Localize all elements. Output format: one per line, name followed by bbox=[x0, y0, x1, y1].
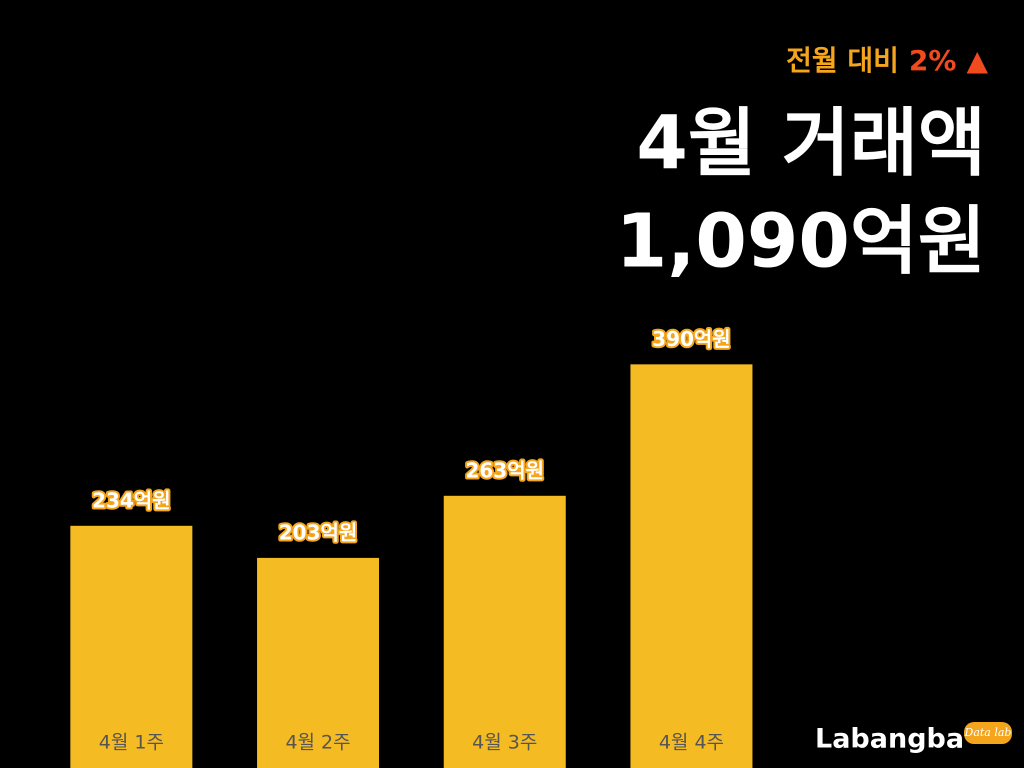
chart-title: 4월 거래액 bbox=[636, 101, 986, 187]
bar bbox=[630, 364, 753, 768]
chart-subtitle: 1,090억원 bbox=[616, 199, 986, 285]
comparison-label: 전월 대비 bbox=[786, 44, 899, 77]
x-tick-label: 4월 1주 bbox=[99, 732, 164, 754]
brand-tag: Data lab bbox=[964, 726, 1012, 739]
change-arrow: ▲ bbox=[966, 44, 988, 77]
value-label: 234억원 bbox=[92, 488, 171, 512]
bar bbox=[257, 557, 380, 768]
bar bbox=[443, 495, 566, 768]
x-tick-label: 4월 3주 bbox=[472, 732, 537, 754]
value-label: 263억원 bbox=[465, 458, 544, 482]
brand: Labangba bbox=[815, 724, 964, 755]
x-tick-label: 4월 2주 bbox=[285, 732, 350, 754]
value-label: 390억원 bbox=[652, 327, 731, 351]
x-tick-label: 4월 4주 bbox=[659, 732, 724, 754]
value-label: 203억원 bbox=[279, 520, 358, 544]
bar bbox=[70, 525, 193, 768]
change-value: 2% bbox=[909, 44, 957, 77]
change-header: 전월 대비 2% ▲ bbox=[786, 44, 988, 77]
brand-badge bbox=[964, 722, 1012, 744]
